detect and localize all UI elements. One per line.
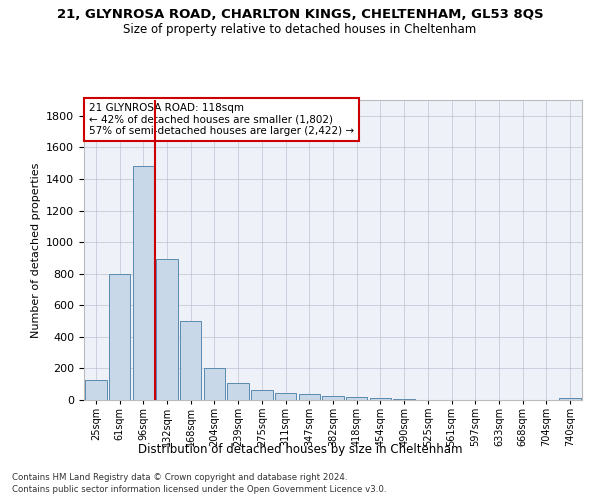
Bar <box>85 380 107 400</box>
Bar <box>133 166 154 400</box>
Bar <box>275 394 296 400</box>
Bar <box>346 396 367 400</box>
Text: 21, GLYNROSA ROAD, CHARLTON KINGS, CHELTENHAM, GL53 8QS: 21, GLYNROSA ROAD, CHARLTON KINGS, CHELT… <box>56 8 544 20</box>
Text: 21 GLYNROSA ROAD: 118sqm
← 42% of detached houses are smaller (1,802)
57% of sem: 21 GLYNROSA ROAD: 118sqm ← 42% of detach… <box>89 103 354 136</box>
Bar <box>204 368 225 400</box>
Bar <box>227 384 249 400</box>
Bar <box>251 390 272 400</box>
Bar <box>394 399 415 400</box>
Bar <box>157 260 178 400</box>
Bar <box>559 398 581 400</box>
Bar <box>322 396 344 400</box>
Bar <box>370 398 391 400</box>
Text: Distribution of detached houses by size in Cheltenham: Distribution of detached houses by size … <box>138 442 462 456</box>
Text: Size of property relative to detached houses in Cheltenham: Size of property relative to detached ho… <box>124 22 476 36</box>
Text: Contains HM Land Registry data © Crown copyright and database right 2024.: Contains HM Land Registry data © Crown c… <box>12 472 347 482</box>
Bar <box>109 274 130 400</box>
Y-axis label: Number of detached properties: Number of detached properties <box>31 162 41 338</box>
Text: Contains public sector information licensed under the Open Government Licence v3: Contains public sector information licen… <box>12 485 386 494</box>
Bar <box>180 321 202 400</box>
Bar <box>299 394 320 400</box>
